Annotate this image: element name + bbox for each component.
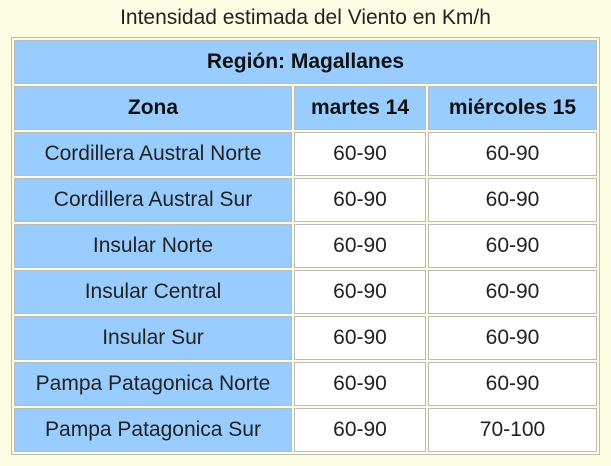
data-row: Insular Sur 60-90 60-90 xyxy=(14,316,597,360)
value-cell: 60-90 xyxy=(428,316,597,360)
zone-cell: Pampa Patagonica Norte xyxy=(14,362,292,406)
value-cell: 60-90 xyxy=(428,178,597,222)
value-cell: 60-90 xyxy=(428,362,597,406)
value-cell: 60-90 xyxy=(294,270,426,314)
zone-cell: Cordillera Austral Sur xyxy=(14,178,292,222)
data-row: Insular Norte 60-90 60-90 xyxy=(14,224,597,268)
value-cell: 60-90 xyxy=(294,132,426,176)
zone-cell: Insular Sur xyxy=(14,316,292,360)
data-row: Cordillera Austral Sur 60-90 60-90 xyxy=(14,178,597,222)
region-cell: Región: Magallanes xyxy=(14,40,597,84)
table-body: Región: Magallanes Zona martes 14 miérco… xyxy=(14,40,597,452)
data-row: Pampa Patagonica Norte 60-90 60-90 xyxy=(14,362,597,406)
zone-cell: Cordillera Austral Norte xyxy=(14,132,292,176)
header-row: Zona martes 14 miércoles 15 xyxy=(14,86,597,130)
header-cell: miércoles 15 xyxy=(428,86,597,130)
wind-table: Región: Magallanes Zona martes 14 miérco… xyxy=(11,37,600,455)
title: Intensidad estimada del Viento en Km/h xyxy=(120,6,491,29)
value-cell: 60-90 xyxy=(294,408,426,452)
value-cell: 60-90 xyxy=(294,316,426,360)
header-cell: martes 14 xyxy=(294,86,426,130)
zone-cell: Pampa Patagonica Sur xyxy=(14,408,292,452)
data-row: Insular Central 60-90 60-90 xyxy=(14,270,597,314)
value-cell: 60-90 xyxy=(428,132,597,176)
zone-cell: Insular Central xyxy=(14,270,292,314)
value-cell: 60-90 xyxy=(428,224,597,268)
data-row: Cordillera Austral Norte 60-90 60-90 xyxy=(14,132,597,176)
zone-cell: Insular Norte xyxy=(14,224,292,268)
header-cell: Zona xyxy=(14,86,292,130)
region-row: Región: Magallanes xyxy=(14,40,597,84)
value-cell: 60-90 xyxy=(428,270,597,314)
value-cell: 60-90 xyxy=(294,224,426,268)
data-row: Pampa Patagonica Sur 60-90 70-100 xyxy=(14,408,597,452)
value-cell: 70-100 xyxy=(428,408,597,452)
value-cell: 60-90 xyxy=(294,362,426,406)
value-cell: 60-90 xyxy=(294,178,426,222)
